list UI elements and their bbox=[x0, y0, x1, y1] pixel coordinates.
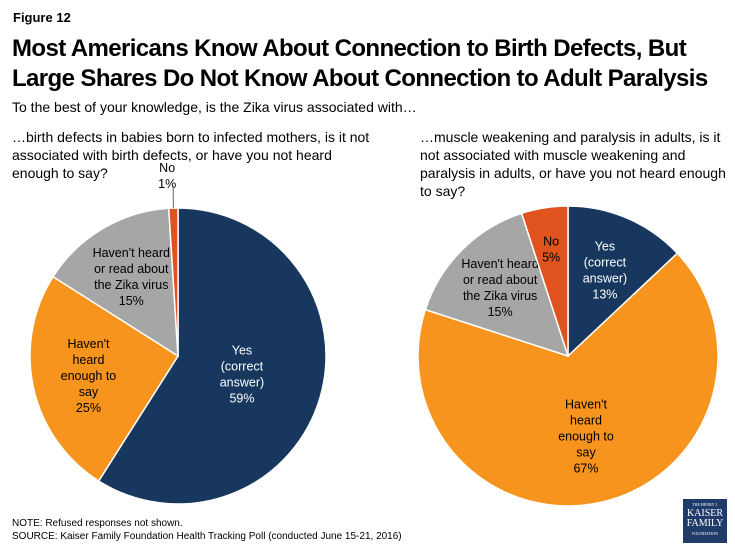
note: NOTE: Refused responses not shown. bbox=[12, 518, 183, 529]
pie-slice-no bbox=[520, 205, 569, 357]
figure-label: Figure 12 bbox=[13, 10, 71, 25]
slice-label: Haven't heard or read about the Zika virus… bbox=[93, 246, 170, 308]
slice-label: Haven't heard enough to say 67% bbox=[558, 398, 614, 476]
kff-logo: THE HENRY J. KAISER FAMILY FOUNDATION bbox=[683, 499, 727, 543]
slice-label: Haven't heard enough to say 25% bbox=[61, 337, 117, 415]
chart-title: Most Americans Know About Connection to … bbox=[12, 34, 708, 94]
left-question: …birth defects in babies born to infecte… bbox=[12, 129, 370, 181]
subtitle: To the best of your knowledge, is the Zi… bbox=[12, 99, 417, 115]
pie-slice-not-enough bbox=[29, 275, 180, 482]
right-question: …muscle weakening and paralysis in adult… bbox=[420, 129, 726, 199]
slice-label: Yes (correct answer) 13% bbox=[583, 240, 627, 302]
pie-slice-yes bbox=[97, 207, 327, 505]
pie-slice-not-heard bbox=[52, 207, 179, 358]
title-line: Large Shares Do Not Know About Connectio… bbox=[12, 65, 708, 92]
slice-label: No 1% bbox=[158, 161, 176, 191]
title-line: Most Americans Know About Connection to … bbox=[12, 35, 687, 62]
slice-label: Haven't heard or read about the Zika virus… bbox=[461, 257, 538, 319]
pie-slice-not-heard bbox=[424, 212, 570, 358]
slice-label: No 5% bbox=[542, 234, 560, 264]
source: SOURCE: Kaiser Family Foundation Health … bbox=[12, 531, 402, 542]
slice-label: Yes (correct answer) 59% bbox=[220, 344, 264, 406]
pie-slice-not-enough bbox=[417, 252, 719, 507]
pie-slice-yes bbox=[567, 205, 679, 358]
